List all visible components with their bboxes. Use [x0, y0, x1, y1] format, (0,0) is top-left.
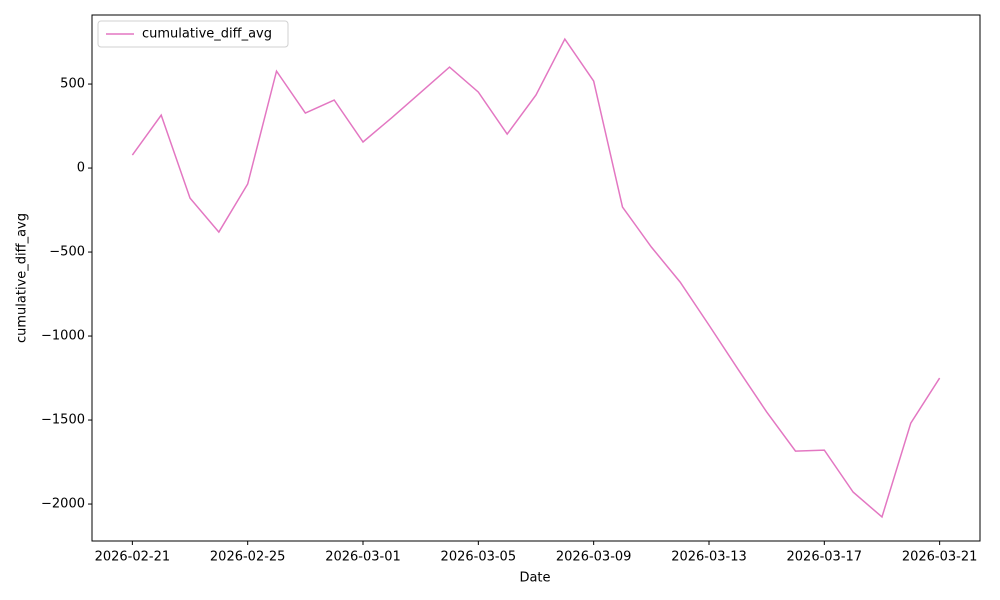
- x-tick-label: 2026-03-05: [441, 550, 517, 565]
- x-tick-label: 2026-03-01: [325, 550, 401, 565]
- y-tick-label: −1000: [41, 329, 85, 344]
- x-tick-label: 2026-03-17: [787, 550, 863, 565]
- y-tick-label: 500: [60, 77, 85, 92]
- legend-label: cumulative_diff_avg: [142, 27, 272, 42]
- y-tick-label: −1500: [41, 413, 85, 428]
- plot-area: [91, 14, 981, 542]
- x-tick-label: 2026-03-09: [556, 550, 632, 565]
- x-tick-label: 2026-02-21: [95, 550, 171, 565]
- legend-box: [97, 20, 289, 48]
- y-axis-label: cumulative_diff_avg: [15, 213, 30, 343]
- x-tick-label: 2026-02-25: [210, 550, 286, 565]
- y-tick-label: 0: [77, 161, 85, 176]
- x-axis-label: Date: [519, 571, 550, 586]
- legend: cumulative_diff_avg: [97, 20, 289, 48]
- x-tick-label: 2026-03-21: [902, 550, 978, 565]
- x-tick-label: 2026-03-13: [671, 550, 747, 565]
- y-tick-label: −500: [49, 245, 85, 260]
- data-line: [131, 37, 941, 519]
- y-tick-label: −2000: [41, 497, 85, 512]
